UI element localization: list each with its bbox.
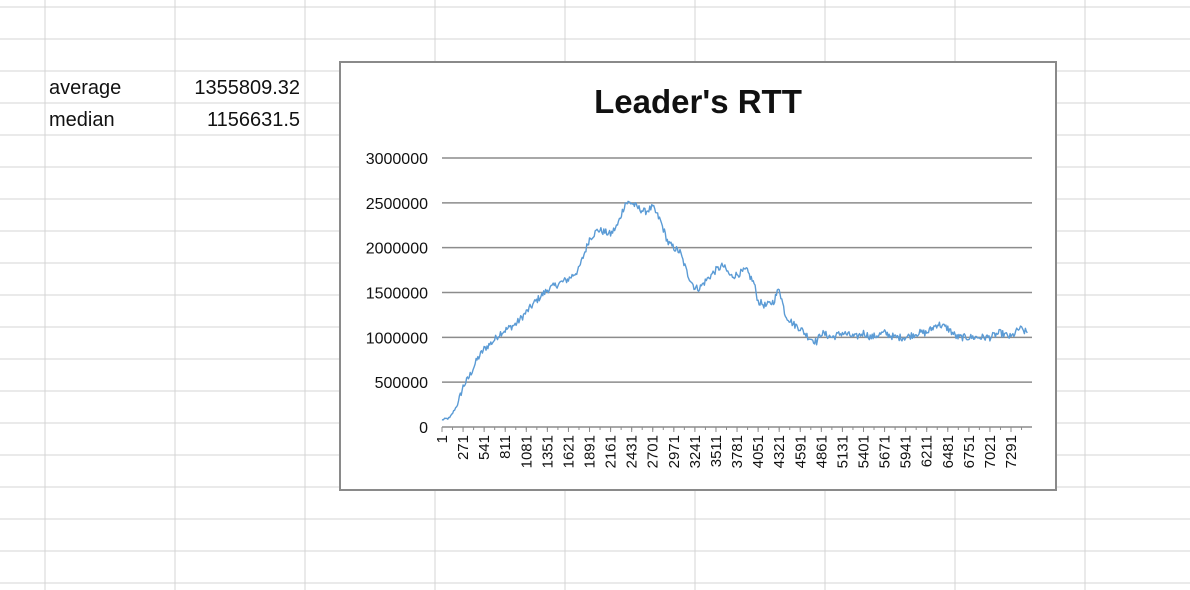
x-tick-label: 4321 <box>771 435 788 468</box>
chart-object[interactable]: Leader's RTT 3000000 2500000 2000000 150000… <box>339 61 1057 491</box>
y-tick-label: 2000000 <box>366 241 428 258</box>
x-tick-label: 5401 <box>855 435 872 468</box>
y-tick-label: 500000 <box>375 375 428 392</box>
x-tick-label: 5671 <box>877 435 894 468</box>
x-tick-label: 271 <box>455 435 472 460</box>
average-value-cell[interactable]: 1355809.32 <box>194 77 300 99</box>
x-tick-label: 1351 <box>539 435 556 468</box>
y-tick-label: 1000000 <box>366 330 428 347</box>
rtt-series-line <box>441 200 1028 421</box>
x-tick-label: 1891 <box>582 435 599 468</box>
x-tick-label: 5131 <box>834 435 851 468</box>
chart-plot: 3000000 2500000 2000000 1500000 1000000 50000… <box>366 151 1032 468</box>
x-tick-label: 2161 <box>603 435 620 468</box>
y-tick-label: 3000000 <box>366 151 428 168</box>
x-tick-label: 6751 <box>961 435 978 468</box>
y-tick-label: 2500000 <box>366 196 428 213</box>
x-tick-label: 2701 <box>645 435 662 468</box>
x-tick-label: 7021 <box>982 435 999 468</box>
x-tick-label: 2971 <box>666 435 683 468</box>
x-tick-label: 2431 <box>624 435 641 468</box>
x-tick-label: 7291 <box>1003 435 1020 468</box>
x-tick-label: 6211 <box>919 435 936 467</box>
x-tick-label: 541 <box>476 435 493 460</box>
x-tick-label: 6481 <box>940 435 957 468</box>
median-value-cell[interactable]: 1156631.5 <box>206 109 300 131</box>
median-label-cell[interactable]: median <box>49 109 115 131</box>
x-tick-label: 3511 <box>708 435 725 467</box>
x-tick-label: 1 <box>434 435 451 443</box>
x-tick-label: 1081 <box>518 435 535 468</box>
x-tick-label: 3781 <box>729 435 746 468</box>
chart-title: Leader's RTT <box>594 83 802 120</box>
x-tick-label: 4051 <box>750 435 767 468</box>
y-tick-label: 1500000 <box>366 286 428 303</box>
x-tick-label: 5941 <box>898 435 915 468</box>
average-label-cell[interactable]: average <box>49 77 122 99</box>
x-tick-label: 811 <box>497 435 514 459</box>
x-tick-label: 3241 <box>687 435 704 468</box>
x-tick-label: 4861 <box>813 435 830 468</box>
x-tick-label: 4591 <box>792 435 809 468</box>
x-tick-label: 1621 <box>560 435 577 468</box>
y-tick-label: 0 <box>419 420 428 437</box>
